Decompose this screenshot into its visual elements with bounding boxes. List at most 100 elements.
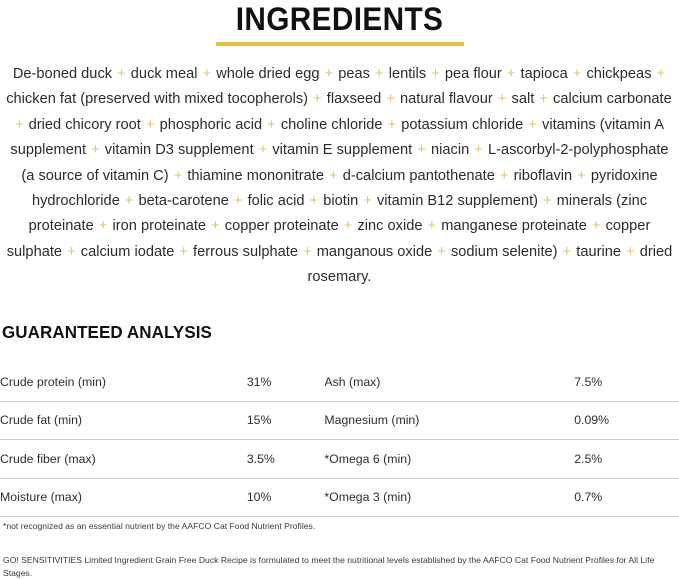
ingredient-item: iron proteinate — [112, 218, 207, 235]
table-row: Moisture (max) 10% *Omega 3 (min) 0.7% — [0, 478, 679, 517]
ingredient-item: tapioca — [520, 66, 568, 82]
ingredient-item: flaxseed — [326, 91, 382, 108]
ingredient-separator-plus-icon: + — [141, 116, 159, 133]
nutrient-label-right: *Omega 6 (min) — [324, 439, 575, 479]
nutrient-label-left: Crude protein (min) — [0, 363, 247, 402]
ingredient-separator-plus-icon: + — [568, 66, 586, 82]
ingredient-item: manganese proteinate — [441, 218, 587, 235]
ingredient-separator-plus-icon: + — [383, 116, 401, 133]
nutrient-label-right: *Omega 3 (min) — [324, 478, 575, 517]
ingredient-item: pea flour — [444, 66, 502, 82]
ingredient-item: minerals (zinc proteinate — [28, 193, 648, 235]
ingredient-item: taurine — [576, 243, 622, 260]
ingredient-item: pyridoxine hydrochloride — [31, 167, 658, 210]
ingredient-separator-plus-icon: + — [423, 218, 441, 235]
nutrient-value-left: 31% — [246, 363, 325, 402]
aafco-disclaimer: GO! SENSITIVITIES Limited Ingredient Gra… — [3, 555, 655, 578]
nutrient-label-left: Moisture (max) — [0, 478, 247, 517]
nutrient-label-left: Crude fat (min) — [0, 401, 247, 440]
ingredient-separator-plus-icon: + — [558, 243, 576, 260]
ingredient-separator-plus-icon: + — [622, 243, 639, 260]
ingredient-separator-plus-icon: + — [229, 193, 247, 210]
ingredient-separator-plus-icon: + — [535, 91, 552, 108]
ingredient-item: calcium iodate — [80, 243, 175, 260]
ingredient-separator-plus-icon: + — [309, 91, 326, 108]
guaranteed-analysis-title: GUARANTEED ANALYSIS — [2, 322, 212, 342]
ingredient-item: lentils — [388, 66, 427, 82]
ingredient-separator-plus-icon: + — [495, 167, 513, 184]
ingredient-item: folic acid — [247, 193, 305, 210]
ingredient-separator-plus-icon: + — [169, 167, 187, 184]
ingredient-separator-plus-icon: + — [320, 66, 338, 82]
ingredient-separator-plus-icon: + — [427, 66, 444, 82]
ingredient-separator-plus-icon: + — [359, 193, 376, 210]
ingredient-item: zinc oxide — [357, 218, 423, 235]
ingredients-header: INGREDIENTS — [0, 0, 679, 46]
ingredient-item: vitamin B12 supplement) — [376, 193, 539, 210]
ingredient-separator-plus-icon: + — [370, 66, 388, 82]
ingredient-item: calcium carbonate — [553, 91, 672, 108]
ingredient-separator-plus-icon: + — [87, 142, 104, 159]
ingredient-separator-plus-icon: + — [502, 66, 520, 82]
ingredient-separator-plus-icon: + — [382, 91, 400, 108]
ingredient-separator-plus-icon: + — [493, 91, 511, 108]
ingredient-item: potassium chloride — [401, 116, 524, 133]
table-row: Crude fiber (max) 3.5% *Omega 6 (min) 2.5% — [0, 439, 679, 479]
table-row: Crude protein (min) 31% Ash (max) 7.5% — [0, 363, 679, 402]
asterisk-footnote: *not recognized as an essential nutrient… — [3, 521, 316, 531]
nutrient-label-right: Ash (max) — [324, 363, 575, 402]
ingredient-item: vitamin E supplement — [272, 142, 413, 159]
ingredient-separator-plus-icon: + — [433, 243, 450, 260]
nutrient-value-right: 0.09% — [574, 401, 679, 440]
ingredient-item: d-calcium pantothenate — [342, 167, 495, 184]
ingredient-item: dried chicory root — [28, 116, 141, 133]
page-title: INGREDIENTS — [235, 1, 444, 37]
nutrient-value-right: 7.5% — [574, 363, 679, 402]
ingredient-separator-plus-icon: + — [113, 66, 130, 82]
nutrient-value-left: 10% — [246, 478, 325, 517]
ingredient-item: thiamine mononitrate — [187, 167, 325, 184]
ingredient-separator-plus-icon: + — [14, 116, 28, 133]
ingredient-item: peas — [338, 66, 370, 82]
ingredient-separator-plus-icon: + — [587, 218, 605, 235]
ingredient-item: chicken fat (preserved with mixed tocoph… — [6, 91, 309, 108]
ingredient-item: natural flavour — [400, 91, 493, 108]
ingredient-item: niacin — [430, 142, 470, 159]
nutrient-label-right: Magnesium (min) — [324, 401, 575, 440]
ingredient-separator-plus-icon: + — [94, 218, 112, 235]
nutrient-value-right: 2.5% — [574, 439, 679, 479]
ingredient-item: copper proteinate — [224, 218, 339, 235]
nutrient-value-right: 0.7% — [574, 478, 679, 517]
ingredient-item: ferrous sulphate — [193, 243, 299, 260]
ingredient-separator-plus-icon: + — [470, 142, 487, 159]
ingredient-item: manganous oxide — [316, 243, 433, 260]
ingredient-separator-plus-icon: + — [63, 243, 80, 260]
ingredient-item: dried rosemary. — [307, 243, 673, 286]
ingredient-item: whole dried egg — [216, 66, 320, 82]
ingredient-separator-plus-icon: + — [339, 218, 357, 235]
ingredient-item: copper sulphate — [6, 218, 651, 260]
ingredient-separator-plus-icon: + — [299, 243, 316, 260]
ingredient-separator-plus-icon: + — [539, 193, 556, 210]
ingredient-separator-plus-icon: + — [198, 66, 216, 82]
ingredient-item: vitamins (vitamin A supplement — [10, 116, 665, 159]
ingredient-item: riboflavin — [513, 167, 573, 184]
ingredient-item: phosphoric acid — [159, 116, 263, 133]
guaranteed-analysis-section: GUARANTEED ANALYSIS Crude protein (min) 3… — [0, 322, 679, 517]
ingredient-separator-plus-icon: + — [254, 142, 272, 159]
ingredient-item: biotin — [323, 193, 359, 210]
guaranteed-analysis-table: Crude protein (min) 31% Ash (max) 7.5% Crude… — [0, 363, 679, 517]
ingredient-item: choline chloride — [280, 116, 383, 133]
ingredient-item: chickpeas — [586, 66, 652, 82]
ingredient-separator-plus-icon: + — [573, 167, 590, 184]
ingredient-item: salt — [511, 91, 535, 108]
ingredient-item: vitamin D3 supplement — [104, 142, 254, 159]
nutrient-value-left: 15% — [246, 401, 325, 440]
ingredient-separator-plus-icon: + — [305, 193, 323, 210]
ingredient-item: L-ascorbyl-2-polyphosphate (a source of … — [21, 142, 669, 184]
ingredient-item: De-boned duck — [12, 66, 113, 82]
title-underline-rule — [215, 42, 464, 46]
ingredient-item: beta-carotene — [138, 193, 229, 210]
nutrient-value-left: 3.5% — [246, 439, 325, 479]
table-row: Crude fat (min) 15% Magnesium (min) 0.09% — [0, 401, 679, 440]
